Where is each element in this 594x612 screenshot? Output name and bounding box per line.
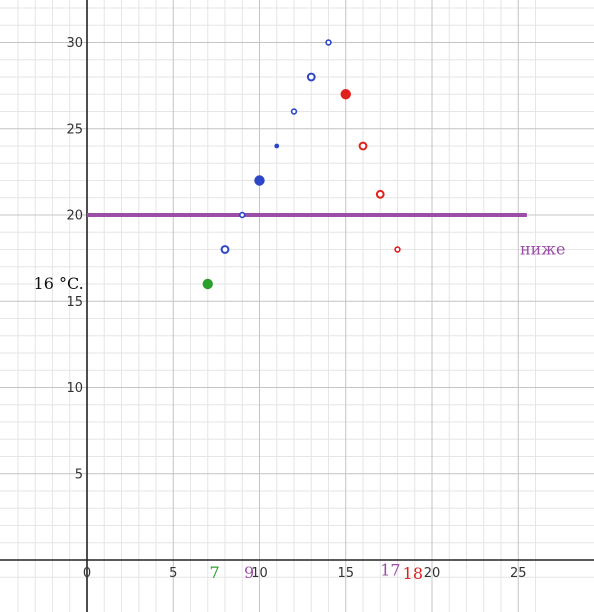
y-tick-label: 25 (66, 122, 83, 137)
y-tick-label: 30 (66, 36, 83, 51)
y-tick-label: 15 (66, 295, 83, 310)
data-point (220, 245, 230, 254)
data-point (306, 72, 316, 82)
data-point (375, 189, 385, 199)
annotation-label: ниже (520, 240, 566, 259)
data-point (394, 246, 401, 253)
y-tick-label: 20 (66, 209, 83, 224)
data-point (254, 175, 265, 186)
x-tick-label: 0 (83, 566, 91, 581)
x-tick-label: 5 (169, 566, 177, 581)
data-point (358, 141, 368, 151)
data-point (202, 278, 213, 290)
y-tick-label: 5 (75, 467, 83, 482)
x-tick-label: 25 (510, 566, 527, 581)
data-point (290, 108, 298, 115)
data-point (274, 143, 280, 149)
data-point (325, 39, 332, 46)
x-tick-label: 10 (251, 566, 268, 581)
data-points (202, 39, 401, 290)
annotation-label: 9 (244, 563, 254, 582)
tick-labels: 0 5 10 15 20 25 5 10 15 20 25 30 (66, 36, 526, 581)
annotation-label: 7 (209, 563, 219, 582)
y-tick-label: 10 (66, 381, 83, 396)
annotation-label: 17 (380, 560, 400, 579)
annotations: 16 °C. ниже 7 9 17 18 (34, 240, 566, 583)
annotation-label: 16 °C. (34, 274, 84, 293)
data-point (340, 89, 351, 100)
x-tick-label: 20 (424, 566, 441, 581)
data-point (239, 211, 246, 219)
annotation-label: 18 (403, 564, 423, 583)
x-tick-label: 15 (337, 566, 354, 581)
